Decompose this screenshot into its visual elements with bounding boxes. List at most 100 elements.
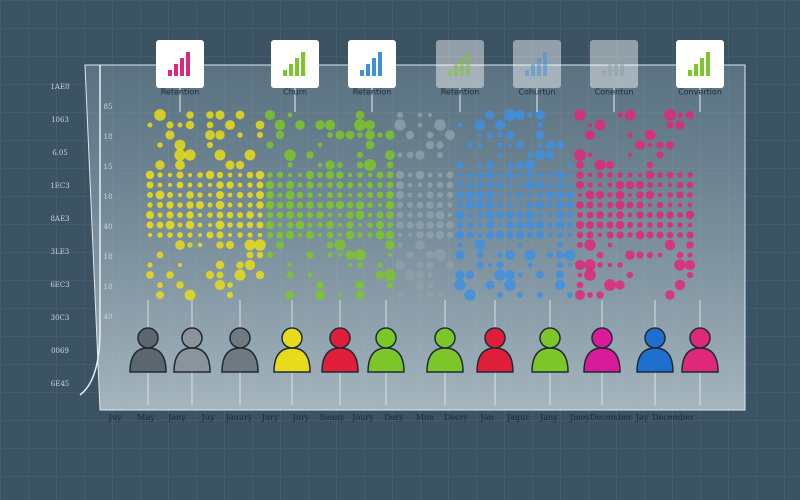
dot [175,160,185,170]
dot [166,201,174,209]
dot [247,232,253,238]
dot [167,192,173,198]
dot [676,251,684,259]
dot [527,262,533,268]
dot [646,251,654,259]
dot [687,252,693,258]
dot [616,211,624,219]
dot [647,222,653,228]
dot [485,200,495,210]
dot [487,262,493,268]
dot [186,111,194,119]
dot [567,172,573,178]
dot [407,212,413,218]
dot [384,269,396,281]
dot [476,261,484,269]
dot [426,211,434,219]
dot [587,152,593,158]
dot [637,222,643,228]
dot [307,222,313,228]
bottom-label: Seany [320,413,345,422]
dot [227,192,233,198]
dot [324,119,336,131]
dot [635,230,645,240]
dot [686,111,694,119]
dot [636,191,644,199]
dot [686,231,694,239]
dot [157,282,163,288]
left-axis-label: 6.05 [52,149,68,157]
dot [235,160,245,170]
dot [556,201,564,209]
dot [234,269,246,281]
dot [357,182,363,188]
dot [445,260,455,270]
bottom-label: May [137,413,155,422]
dot [667,222,673,228]
dot [504,109,516,121]
dot [285,190,295,200]
dot [635,180,645,190]
dot [226,291,234,299]
dot [386,191,394,199]
dot [657,252,663,258]
dot [186,201,194,209]
dot [265,180,275,190]
dot [197,222,203,228]
dot [616,231,624,239]
dot [198,233,202,237]
card-icon-bar [360,70,364,76]
dot [155,190,165,200]
dot [577,272,583,278]
dot [476,171,484,179]
dot [434,119,446,131]
dot [146,221,154,229]
dot [175,240,185,250]
dot [266,191,274,199]
card-icon-bar [620,52,624,76]
dot [495,230,505,240]
dot [457,202,463,208]
dot [666,141,674,149]
dot [237,172,243,178]
dot [465,200,475,210]
dot [575,290,585,300]
dot [674,259,686,271]
dot [466,231,474,239]
card-icon-bar [694,64,698,76]
dot [647,182,653,188]
dot [626,271,634,279]
bottom-label: Decry [444,413,468,422]
dot [686,271,694,279]
dot [667,182,673,188]
left-axis-label: 3LE3 [51,248,70,256]
dot [256,181,264,189]
dot [546,251,554,259]
dot [215,260,225,270]
card-label: Retention [161,88,200,97]
dot [366,181,374,189]
dot [557,242,563,248]
dot [377,262,383,268]
person-head [591,327,613,349]
dot [656,221,664,229]
dot [497,292,503,298]
dot [456,181,464,189]
dot [455,210,465,220]
dot [265,110,275,120]
dot [677,212,683,218]
dot [357,132,363,138]
dot [246,211,254,219]
dot [677,222,683,228]
dot [485,190,495,200]
person-head [539,327,561,349]
dot [216,231,224,239]
dot [306,201,314,209]
dot [537,212,543,218]
dot [576,231,584,239]
bottom-label: Jany [539,413,558,422]
dot [446,191,454,199]
dot [687,202,693,208]
dot [327,212,333,218]
bottom-label: Jury [261,413,279,422]
